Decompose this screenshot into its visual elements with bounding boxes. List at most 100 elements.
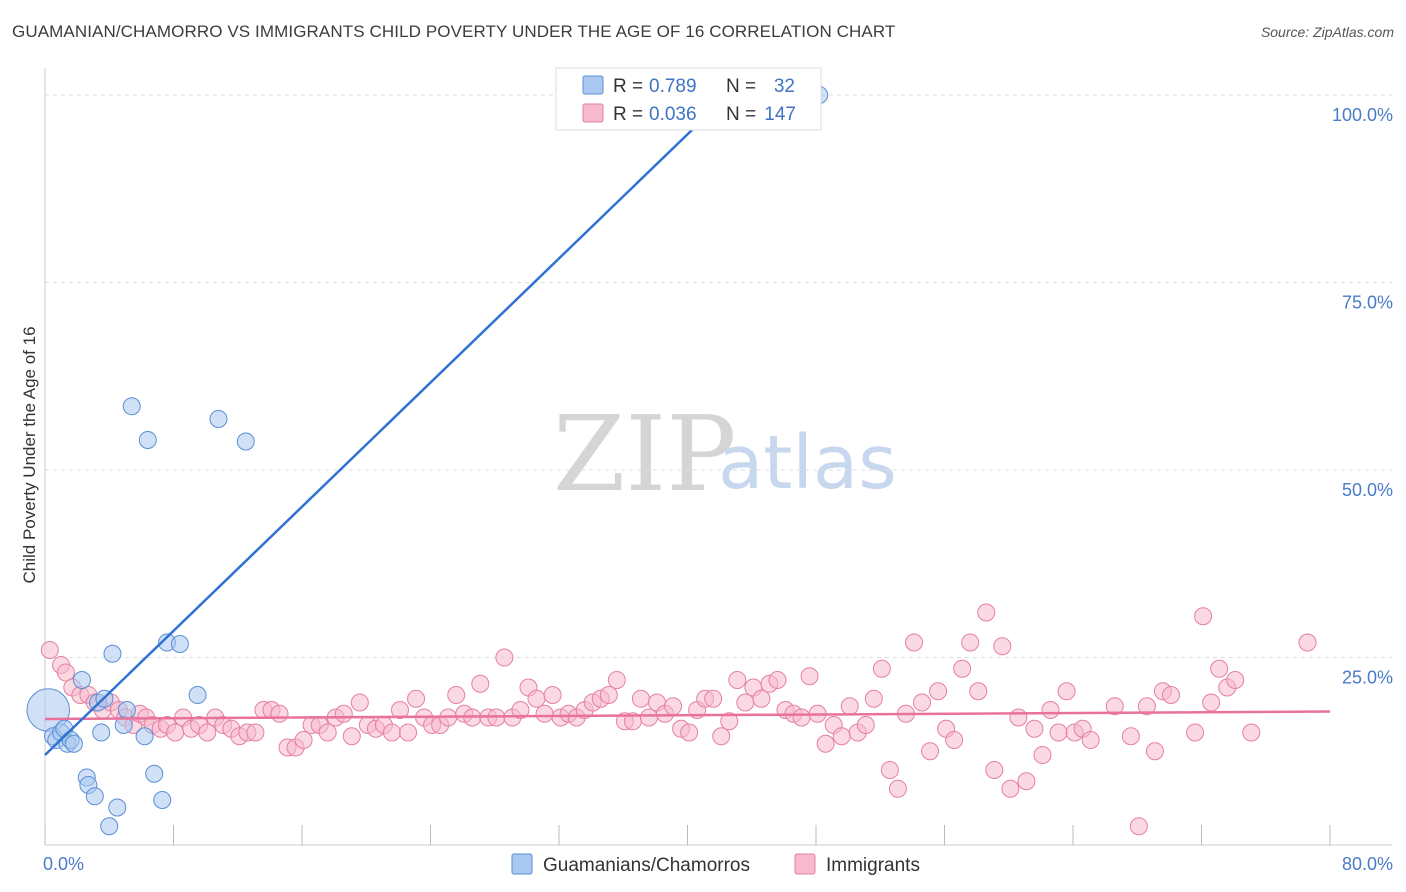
y-tick-label: 100.0% xyxy=(1332,105,1393,125)
x-tick-label-min: 0.0% xyxy=(43,854,84,874)
immigrants-point xyxy=(294,731,313,749)
immigrants-point xyxy=(318,723,337,742)
immigrants-point xyxy=(720,712,739,731)
immigrants-point xyxy=(945,731,964,749)
guamanians-point xyxy=(236,432,255,451)
immigrants-point xyxy=(704,689,723,708)
immigrants-point xyxy=(1057,682,1076,701)
immigrants-point xyxy=(961,633,980,652)
immigrants-point xyxy=(913,693,932,712)
guamanians-point xyxy=(170,635,189,653)
stats-r-value-guam: 0.789 xyxy=(649,76,697,97)
immigrants-point xyxy=(342,727,361,746)
immigrants-point xyxy=(1033,746,1052,764)
immigrants-point xyxy=(888,779,907,798)
immigrants-point xyxy=(1081,731,1100,749)
guamanians-point xyxy=(135,727,154,746)
immigrants-point xyxy=(1025,719,1044,738)
immigrants-point xyxy=(904,633,923,652)
immigrants-point xyxy=(270,704,289,723)
immigrants-point xyxy=(1001,779,1020,798)
immigrants-point xyxy=(1226,671,1245,689)
guamanians-points xyxy=(26,86,829,836)
trend-lines xyxy=(44,79,1331,756)
immigrants-point xyxy=(985,761,1004,779)
immigrants-point xyxy=(977,603,996,622)
guamanians-point xyxy=(85,787,104,806)
immigrants-point xyxy=(872,659,891,678)
immigrants-point xyxy=(1145,742,1164,761)
y-tick-label: 50.0% xyxy=(1342,480,1393,500)
stats-n-value-imm: 147 xyxy=(764,104,796,125)
immigrants-point xyxy=(407,689,426,708)
immigrants-point xyxy=(495,648,514,667)
immigrants-point xyxy=(471,674,490,693)
immigrants-point xyxy=(1105,697,1124,716)
immigrants-point xyxy=(1129,817,1148,836)
immigrants-point xyxy=(768,671,787,689)
immigrants-trend-line xyxy=(44,710,1331,721)
bottom-legend: Guamanians/Chamorros Immigrants xyxy=(511,853,920,876)
immigrants-point xyxy=(929,682,948,701)
immigrants-point xyxy=(1017,772,1036,791)
legend-swatch-imm xyxy=(794,853,816,875)
guamanians-point xyxy=(100,817,119,836)
guamanians-point xyxy=(188,686,207,704)
stats-n-value-guam: 32 xyxy=(774,76,795,97)
guamanians-point xyxy=(122,397,141,416)
immigrants-point xyxy=(350,693,369,712)
guamanians-point xyxy=(117,701,136,719)
watermark: ZIP atlas xyxy=(553,393,897,515)
stats-r-label-imm: R = xyxy=(613,104,643,125)
immigrants-point xyxy=(664,697,683,716)
immigrants-point xyxy=(1137,697,1156,716)
immigrants-point xyxy=(198,723,217,742)
immigrants-point xyxy=(535,704,554,723)
immigrants-point xyxy=(840,697,859,716)
stats-swatch-imm xyxy=(582,103,604,123)
immigrants-point xyxy=(800,667,819,686)
watermark-atlas: atlas xyxy=(718,420,897,506)
immigrants-point xyxy=(969,682,988,701)
immigrants-point xyxy=(511,701,530,719)
immigrants-point xyxy=(1298,633,1317,652)
immigrants-point xyxy=(856,716,875,734)
immigrants-point xyxy=(1009,708,1028,727)
stats-swatch-guam xyxy=(582,75,604,95)
immigrants-point xyxy=(953,659,972,678)
immigrants-point xyxy=(390,701,409,719)
guamanians-point xyxy=(108,798,127,817)
chart-source: Source: ZipAtlas.com xyxy=(1260,24,1394,40)
immigrants-point xyxy=(1049,723,1068,742)
x-tick-label-max: 80.0% xyxy=(1342,854,1393,874)
immigrants-point xyxy=(334,704,353,723)
immigrants-point xyxy=(599,686,618,704)
guamanians-point xyxy=(64,734,83,753)
legend-label-imm: Immigrants xyxy=(826,855,920,876)
watermark-zip: ZIP xyxy=(553,393,736,515)
grid-lines: 25.0% 50.0% 75.0% 100.0% xyxy=(45,94,1393,688)
immigrants-point xyxy=(399,723,418,742)
guamanians-trend-line xyxy=(44,79,745,756)
guamanians-point xyxy=(92,723,111,742)
axes xyxy=(44,68,1392,846)
y-tick-label: 75.0% xyxy=(1342,293,1393,313)
guamanians-point xyxy=(145,764,164,783)
immigrants-point xyxy=(56,663,75,682)
immigrants-point xyxy=(864,689,883,708)
immigrants-point xyxy=(752,689,771,708)
guamanians-point xyxy=(72,671,91,689)
immigrants-point xyxy=(993,637,1012,656)
immigrants-point xyxy=(832,727,851,746)
immigrants-point xyxy=(607,671,626,689)
y-tick-label: 25.0% xyxy=(1342,668,1393,688)
immigrants-point xyxy=(382,723,401,742)
chart-title: GUAMANIAN/CHAMORRO VS IMMIGRANTS CHILD P… xyxy=(12,22,896,41)
guamanians-point xyxy=(209,410,228,428)
immigrants-point xyxy=(166,723,185,742)
immigrants-point xyxy=(792,708,811,727)
immigrants-point xyxy=(246,723,265,742)
immigrants-point xyxy=(1041,701,1060,719)
immigrants-point xyxy=(639,708,658,727)
immigrants-point xyxy=(1202,693,1221,712)
